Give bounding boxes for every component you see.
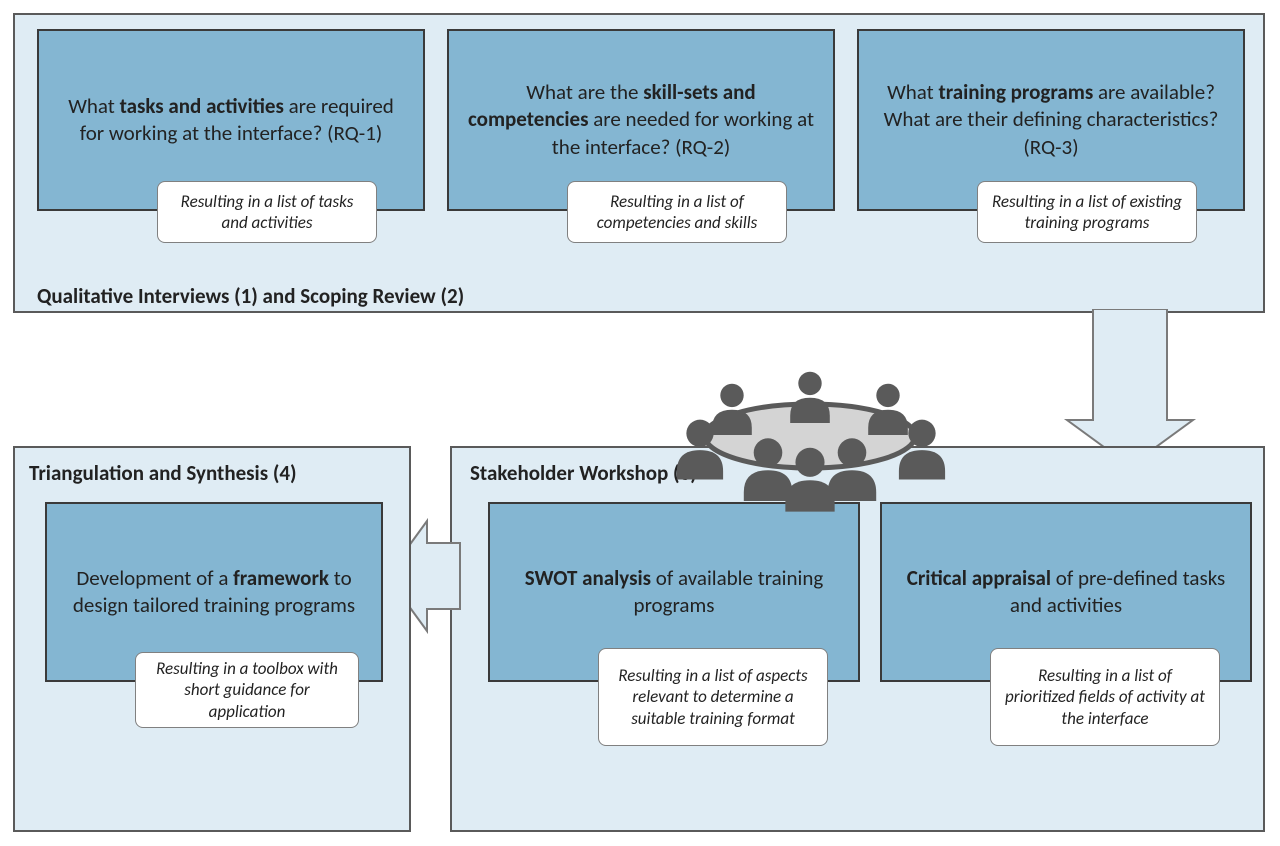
framework-result-box: Resulting in a toolbox with short guidan…: [135, 652, 359, 728]
rq2-text: What are the skill-sets and competencies…: [467, 79, 815, 161]
appraisal-result-box: Resulting in a list of prioritized field…: [990, 648, 1220, 746]
framework-text: Development of a framework to design tai…: [65, 565, 363, 620]
top-panel: What tasks and activities are required f…: [13, 13, 1265, 313]
framework-result-text: Resulting in a toolbox with short guidan…: [148, 658, 346, 722]
swot-result-box: Resulting in a list of aspects relevant …: [598, 648, 828, 746]
roundtable-icon: [660, 318, 960, 518]
rq1-text: What tasks and activities are required f…: [57, 93, 405, 148]
swot-result-text: Resulting in a list of aspects relevant …: [611, 665, 815, 729]
synthesis-panel: Triangulation and Synthesis (4) Developm…: [13, 446, 411, 832]
rq2-result-box: Resulting in a list of competencies and …: [567, 181, 787, 243]
synthesis-panel-title: Triangulation and Synthesis (4): [29, 460, 297, 486]
rq3-result-box: Resulting in a list of existing training…: [977, 181, 1197, 243]
rq2-result-text: Resulting in a list of competencies and …: [580, 191, 774, 234]
rq1-result-box: Resulting in a list of tasks and activit…: [157, 181, 377, 243]
top-panel-title: Qualitative Interviews (1) and Scoping R…: [37, 283, 464, 309]
appraisal-text: Critical appraisal of pre-defined tasks …: [900, 565, 1232, 620]
rq1-result-text: Resulting in a list of tasks and activit…: [170, 191, 364, 234]
swot-text: SWOT analysis of available training prog…: [508, 565, 840, 620]
rq3-result-text: Resulting in a list of existing training…: [990, 191, 1184, 234]
appraisal-result-text: Resulting in a list of prioritized field…: [1003, 665, 1207, 729]
rq3-text: What training programs are available? Wh…: [877, 79, 1225, 161]
